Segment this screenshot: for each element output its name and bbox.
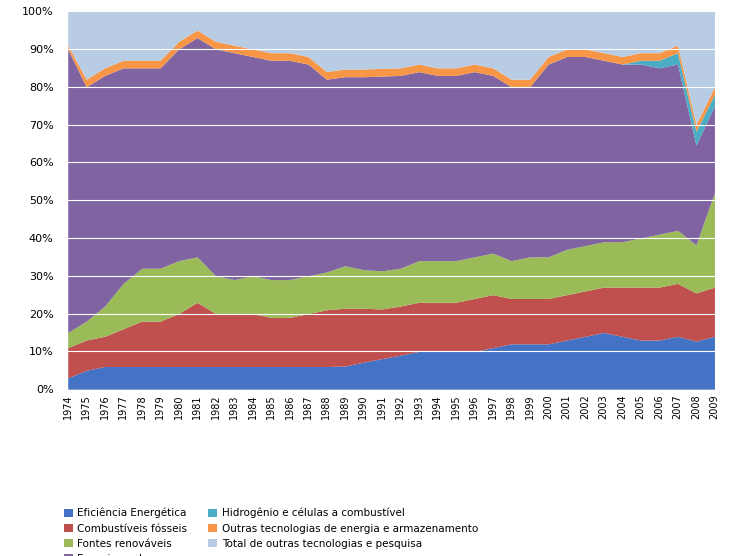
- Legend: Eficiência Energética, Combustíveis fósseis, Fontes renováveis, Energia nuclear,: Eficiência Energética, Combustíveis fóss…: [64, 508, 478, 556]
